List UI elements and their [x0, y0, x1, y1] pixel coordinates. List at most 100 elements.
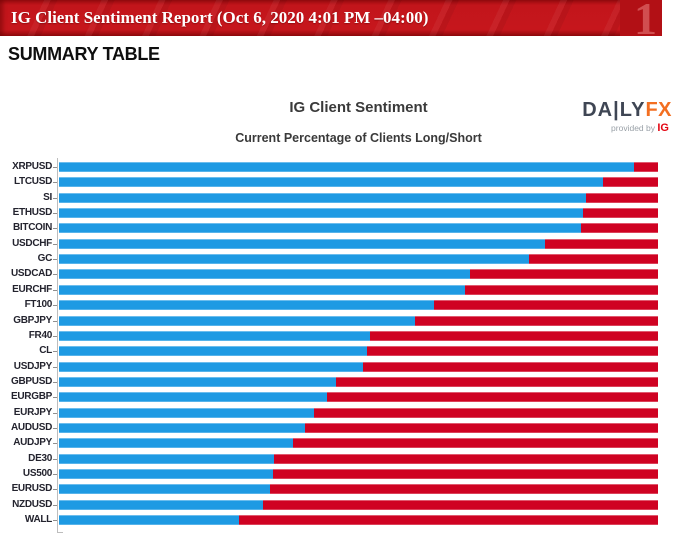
- bar-row-cl: CL: [0, 345, 679, 357]
- dailyfx-wordmark: DA|LYFX: [582, 100, 672, 120]
- axis-tick: [53, 474, 57, 475]
- bar-label: LTCUSD: [13, 176, 52, 188]
- long-segment: [59, 192, 587, 203]
- chart-subtitle: Current Percentage of Clients Long/Short: [235, 131, 482, 145]
- bar-row-eurchf: EURCHF: [0, 284, 679, 295]
- bar-label: EURGBP: [11, 391, 52, 403]
- bar-row-usdcad: USDCAD: [0, 268, 679, 280]
- long-segment: [59, 223, 581, 234]
- bar-label: ETHUSD: [12, 207, 53, 219]
- long-segment: [59, 346, 367, 357]
- short-segment: [634, 162, 658, 172]
- bar-track: [59, 392, 658, 403]
- chart-title: IG Client Sentiment: [289, 99, 428, 116]
- axis-tick: [53, 197, 57, 199]
- bar-label: GBPJPY: [13, 314, 52, 326]
- short-segment: [363, 361, 658, 372]
- bar-row-ethusd: ETHUSD: [0, 207, 679, 219]
- axis-tick: [53, 366, 57, 368]
- long-segment: [59, 330, 370, 341]
- bar-track: [59, 422, 658, 433]
- axis-tick: [53, 289, 57, 291]
- bar-row-gc: GC: [0, 254, 679, 265]
- report-title: IG Client Sentiment Report (Oct 6, 2020 …: [11, 8, 429, 27]
- short-segment: [586, 192, 658, 203]
- bar-label: EURUSD: [11, 483, 53, 495]
- long-segment: [59, 469, 273, 479]
- bar-track: [59, 469, 658, 479]
- bar-label: GBPUSD: [11, 375, 52, 387]
- bar-row-ft100: FT100: [0, 299, 679, 311]
- bar-row-eurusd: EURUSD: [0, 483, 679, 495]
- bar-track: [59, 376, 658, 387]
- axis-tick: [53, 351, 57, 353]
- short-segment: [465, 284, 658, 295]
- bar-label: CL: [39, 345, 52, 357]
- bar-track: [59, 223, 658, 234]
- short-segment: [544, 238, 658, 249]
- bar-row-eurgbp: EURGBP: [0, 391, 679, 403]
- long-segment: [59, 315, 415, 326]
- axis-tick: [53, 228, 57, 230]
- logo-provided-by: provided by IG: [582, 123, 669, 134]
- axis-tick: [53, 381, 57, 383]
- bar-track: [59, 361, 658, 372]
- long-segment: [59, 499, 264, 510]
- long-segment: [59, 300, 434, 311]
- bar-track: [59, 284, 658, 295]
- bar-label: USDCAD: [11, 268, 52, 280]
- bar-label: WALL: [24, 514, 52, 526]
- bar-row-audjpy: AUDJPY: [0, 438, 679, 449]
- bar-track: [59, 315, 658, 326]
- short-segment: [580, 223, 658, 234]
- long-segment: [59, 392, 327, 403]
- bar-track: [59, 453, 658, 464]
- bar-label: US500: [22, 468, 52, 479]
- bar-label: USDCHF: [12, 237, 52, 249]
- report-header-banner: IG Client Sentiment Report (Oct 6, 2020 …: [0, 0, 662, 36]
- bar-row-usdchf: USDCHF: [0, 237, 679, 249]
- axis-tick: [53, 305, 57, 307]
- bar-track: [59, 300, 658, 311]
- bar-track: [59, 499, 658, 510]
- bar-row-si: SI: [0, 192, 679, 203]
- long-segment: [59, 422, 306, 433]
- short-segment: [469, 269, 658, 280]
- bar-track: [59, 208, 658, 219]
- header-watermark-block: 1: [620, 0, 662, 36]
- short-segment: [326, 392, 658, 403]
- short-segment: [263, 499, 658, 510]
- long-segment: [59, 208, 584, 219]
- bar-track: [59, 330, 658, 341]
- axis-tick: [53, 427, 57, 429]
- bar-track: [59, 407, 658, 418]
- long-segment: [59, 376, 336, 387]
- bar-row-audusd: AUDUSD: [0, 422, 679, 433]
- short-segment: [314, 407, 658, 418]
- banner-texture: [0, 0, 662, 36]
- bar-label: FT100: [24, 299, 53, 311]
- bar-label: XRPUSD: [12, 161, 52, 172]
- short-segment: [369, 330, 658, 341]
- axis-tick: [53, 320, 57, 322]
- bar-row-de30: DE30: [0, 453, 679, 464]
- section-title: SUMMARY TABLE: [8, 44, 160, 64]
- provided-by-text: provided by: [611, 123, 655, 133]
- long-segment: [59, 484, 270, 495]
- axis-tick: [53, 504, 57, 506]
- bar-track: [59, 238, 658, 249]
- short-segment: [239, 515, 658, 526]
- bar-row-bitcoin: BITCOIN: [0, 223, 679, 234]
- short-segment: [602, 177, 658, 188]
- short-segment: [272, 469, 658, 479]
- axis-tick: [53, 397, 57, 399]
- bar-track: [59, 484, 658, 495]
- axis-tick: [53, 335, 57, 337]
- bar-row-xrpusd: XRPUSD: [0, 162, 679, 172]
- short-segment: [274, 453, 658, 464]
- bar-row-gbpusd: GBPUSD: [0, 375, 679, 387]
- bar-label: USDJPY: [13, 360, 53, 372]
- long-segment: [59, 361, 364, 372]
